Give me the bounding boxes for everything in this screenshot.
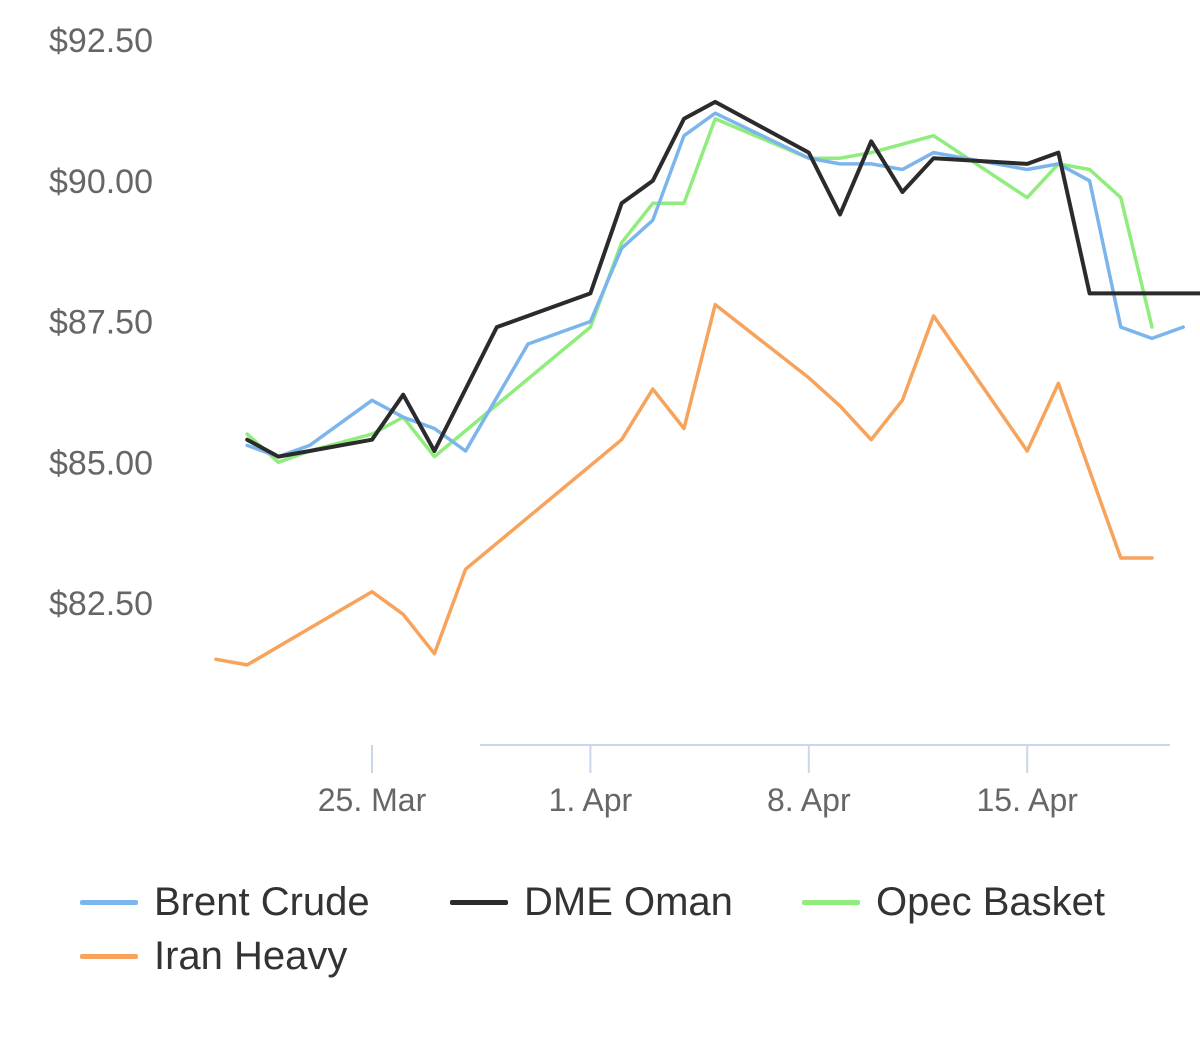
y-tick-label: $92.50 (49, 22, 153, 60)
x-axis: 25. Mar 1. Apr 8. Apr 15. Apr (318, 744, 1170, 818)
x-tick-label: 8. Apr (767, 782, 851, 818)
legend-swatch-dme-oman (450, 900, 508, 905)
legend-label-iran-heavy: Iran Heavy (154, 934, 348, 978)
x-tick-label: 25. Mar (318, 782, 427, 818)
legend-item-dme-oman[interactable]: DME Oman (450, 880, 733, 925)
y-tick-label: $90.00 (49, 163, 153, 201)
x-ticks: 25. Mar 1. Apr 8. Apr 15. Apr (318, 745, 1078, 818)
legend-label-brent-crude: Brent Crude (154, 880, 370, 924)
y-tick-label: $82.50 (49, 585, 153, 623)
x-tick-label: 1. Apr (549, 782, 633, 818)
series-line-iran-heavy[interactable] (214, 302, 1154, 667)
x-tick-label: 15. Apr (976, 782, 1078, 818)
legend-swatch-opec-basket (802, 900, 860, 905)
y-tick-label: $85.00 (49, 444, 153, 482)
legend-item-brent-crude[interactable]: Brent Crude (80, 880, 370, 925)
y-tick-label: $87.50 (49, 304, 153, 342)
legend-label-opec-basket: Opec Basket (876, 880, 1106, 924)
legend-item-iran-heavy[interactable]: Iran Heavy (80, 934, 347, 979)
line-chart: $82.50 $85.00 $87.50 $90.00 $92.50 25. Mar 1.… (49, 22, 1200, 818)
legend-swatch-iran-heavy (80, 954, 138, 959)
y-axis-labels: $82.50 $85.00 $87.50 $90.00 $92.50 (49, 22, 153, 623)
legend-label-dme-oman: DME Oman (524, 880, 733, 924)
plot-series (214, 99, 1200, 667)
series-line-dme-oman[interactable] (245, 99, 1200, 459)
series-line-brent-crude[interactable] (245, 111, 1185, 459)
legend-swatch-brent-crude (80, 900, 138, 905)
series-line-opec-basket[interactable] (245, 117, 1154, 465)
legend-item-opec-basket[interactable]: Opec Basket (802, 880, 1105, 925)
